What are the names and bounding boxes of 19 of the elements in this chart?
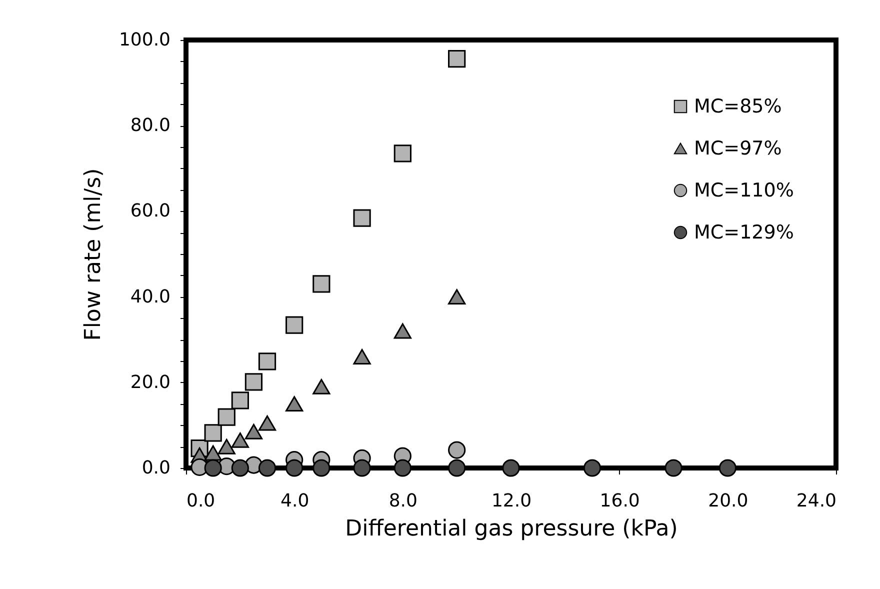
y-tick-label: 100.0 [118,30,170,50]
legend-label: MC=129% [694,222,794,244]
x-tick-label: 16.0 [600,490,640,512]
x-tick-label: 0.0 [186,490,216,512]
y-tick-label: 60.0 [130,200,170,222]
x-tick-label: 4.0 [280,490,310,512]
x-axis-title: Differential gas pressure (kPa) [345,516,678,542]
y-tick-label: 40.0 [130,286,170,308]
legend-label: MC=85% [694,96,782,118]
x-tick-label: 8.0 [388,490,418,512]
y-tick-label: 80.0 [130,115,170,136]
y-axis-title: Flow rate (ml/s) [80,168,106,341]
x-tick-label: 20.0 [708,490,748,512]
y-tick-label: 20.0 [130,372,170,393]
x-tick-label: 12.0 [491,490,532,512]
legend-label: MC=110% [694,180,794,202]
legend-label: MC=97% [694,138,782,160]
x-tick-label: 24.0 [796,490,836,512]
y-tick-label: 0.0 [142,458,170,478]
